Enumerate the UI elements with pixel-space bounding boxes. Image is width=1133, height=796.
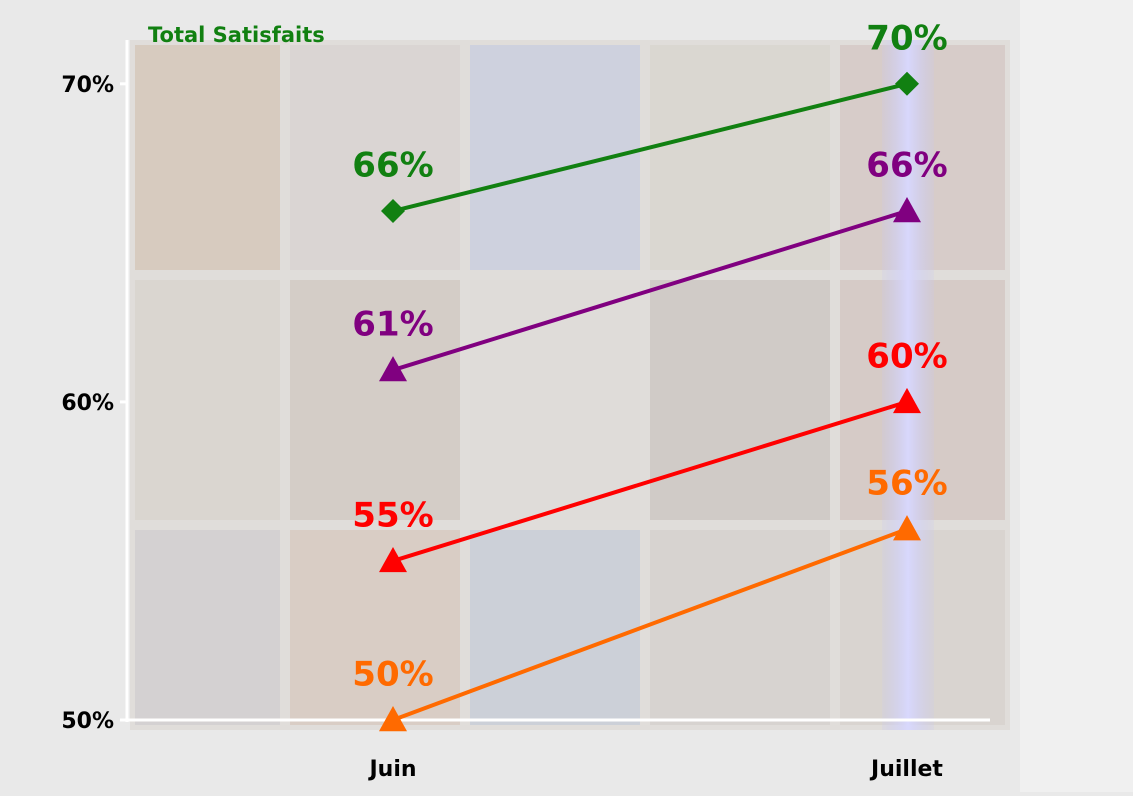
series-line	[392, 527, 908, 722]
series-line	[392, 81, 908, 213]
point	[379, 356, 407, 382]
value-label: 61%	[352, 305, 433, 345]
photo	[470, 530, 640, 725]
point	[893, 387, 921, 414]
photo	[470, 280, 640, 520]
value-label: 66%	[352, 146, 433, 186]
photo	[650, 280, 830, 520]
point	[381, 199, 405, 224]
value-label: 56%	[866, 464, 947, 504]
y-tick-label: 70%	[61, 73, 114, 98]
highlight-column	[882, 40, 934, 730]
photo	[135, 280, 280, 520]
x-tick-label: Juin	[367, 757, 416, 782]
photo-grid	[130, 40, 1010, 730]
series-line	[392, 209, 908, 373]
point	[895, 71, 919, 96]
photo	[650, 45, 830, 270]
y-tick-label: 50%	[61, 709, 114, 734]
point	[379, 546, 407, 573]
photo	[290, 45, 460, 270]
point	[893, 515, 921, 541]
series-label: Total Satisfaits	[148, 23, 325, 47]
y-tick-label: 60%	[61, 391, 114, 416]
point	[893, 197, 921, 223]
value-label: 60%	[866, 336, 947, 376]
x-tick-label: Juillet	[869, 757, 943, 782]
value-label: 55%	[352, 495, 433, 535]
photo	[135, 45, 280, 270]
photo	[290, 530, 460, 725]
value-label: 66%	[866, 146, 947, 186]
photo	[135, 530, 280, 725]
series-line	[392, 399, 908, 563]
photo	[650, 530, 830, 725]
value-label: 50%	[352, 655, 433, 695]
value-label: 70%	[866, 18, 947, 58]
photo	[290, 280, 460, 520]
point	[379, 706, 407, 732]
side-panel	[1020, 0, 1133, 792]
